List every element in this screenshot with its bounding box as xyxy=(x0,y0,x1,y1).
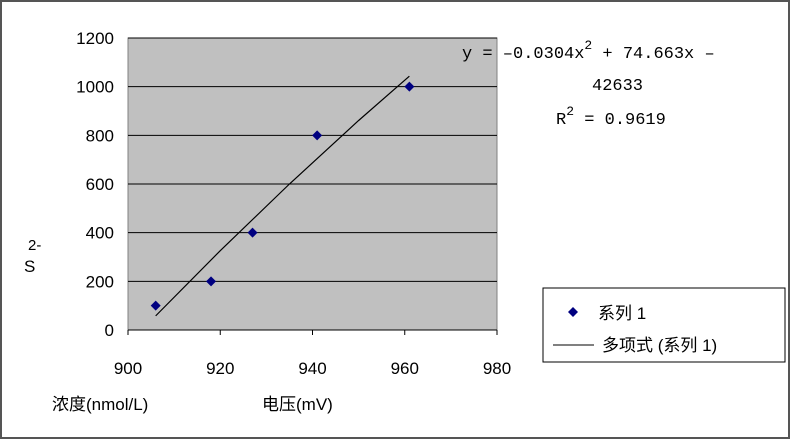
y-tick-label: 400 xyxy=(86,224,114,243)
data-point xyxy=(247,227,258,238)
trendline xyxy=(155,75,410,317)
eq-part: + 74.663x – xyxy=(592,45,714,64)
legend-label: 多项式 (系列 1) xyxy=(602,336,717,355)
y-tick-label: 1200 xyxy=(76,29,114,48)
x-tick-label: 960 xyxy=(391,359,419,378)
equation: y = –0.0304x2 + 74.663x – xyxy=(462,38,715,64)
eq-sup: 2 xyxy=(584,38,592,53)
y-tick-label: 200 xyxy=(86,272,114,291)
y-tick-label: 600 xyxy=(86,175,114,194)
eq-part: y = –0.0304x xyxy=(462,45,584,64)
y-tick-label: 1000 xyxy=(76,78,114,97)
y-axis-label: 浓度(nmol/L) xyxy=(52,395,148,414)
x-axis-label: 电压(mV) xyxy=(262,395,333,414)
r-sup: 2 xyxy=(566,104,574,119)
r-part: = 0.9619 xyxy=(574,111,666,130)
x-tick-label: 980 xyxy=(483,359,511,378)
x-tick-label: 920 xyxy=(206,359,234,378)
y-unit-sup: 2- xyxy=(28,237,41,254)
data-point xyxy=(206,276,217,287)
y-unit: S xyxy=(24,257,35,276)
legend-label: 系列 1 xyxy=(598,304,646,323)
x-tick-label: 940 xyxy=(298,359,326,378)
x-tick-label: 900 xyxy=(114,359,142,378)
r-squared: R2 = 0.9619 xyxy=(556,104,666,130)
data-point xyxy=(312,130,323,141)
data-point xyxy=(404,81,415,92)
legend-marker xyxy=(568,307,578,317)
legend-box xyxy=(542,287,786,363)
y-tick-label: 800 xyxy=(86,126,114,145)
equation-cont: 42633 xyxy=(592,77,643,96)
r-part: R xyxy=(556,111,566,130)
y-tick-label: 0 xyxy=(105,321,114,340)
data-point xyxy=(150,300,161,311)
